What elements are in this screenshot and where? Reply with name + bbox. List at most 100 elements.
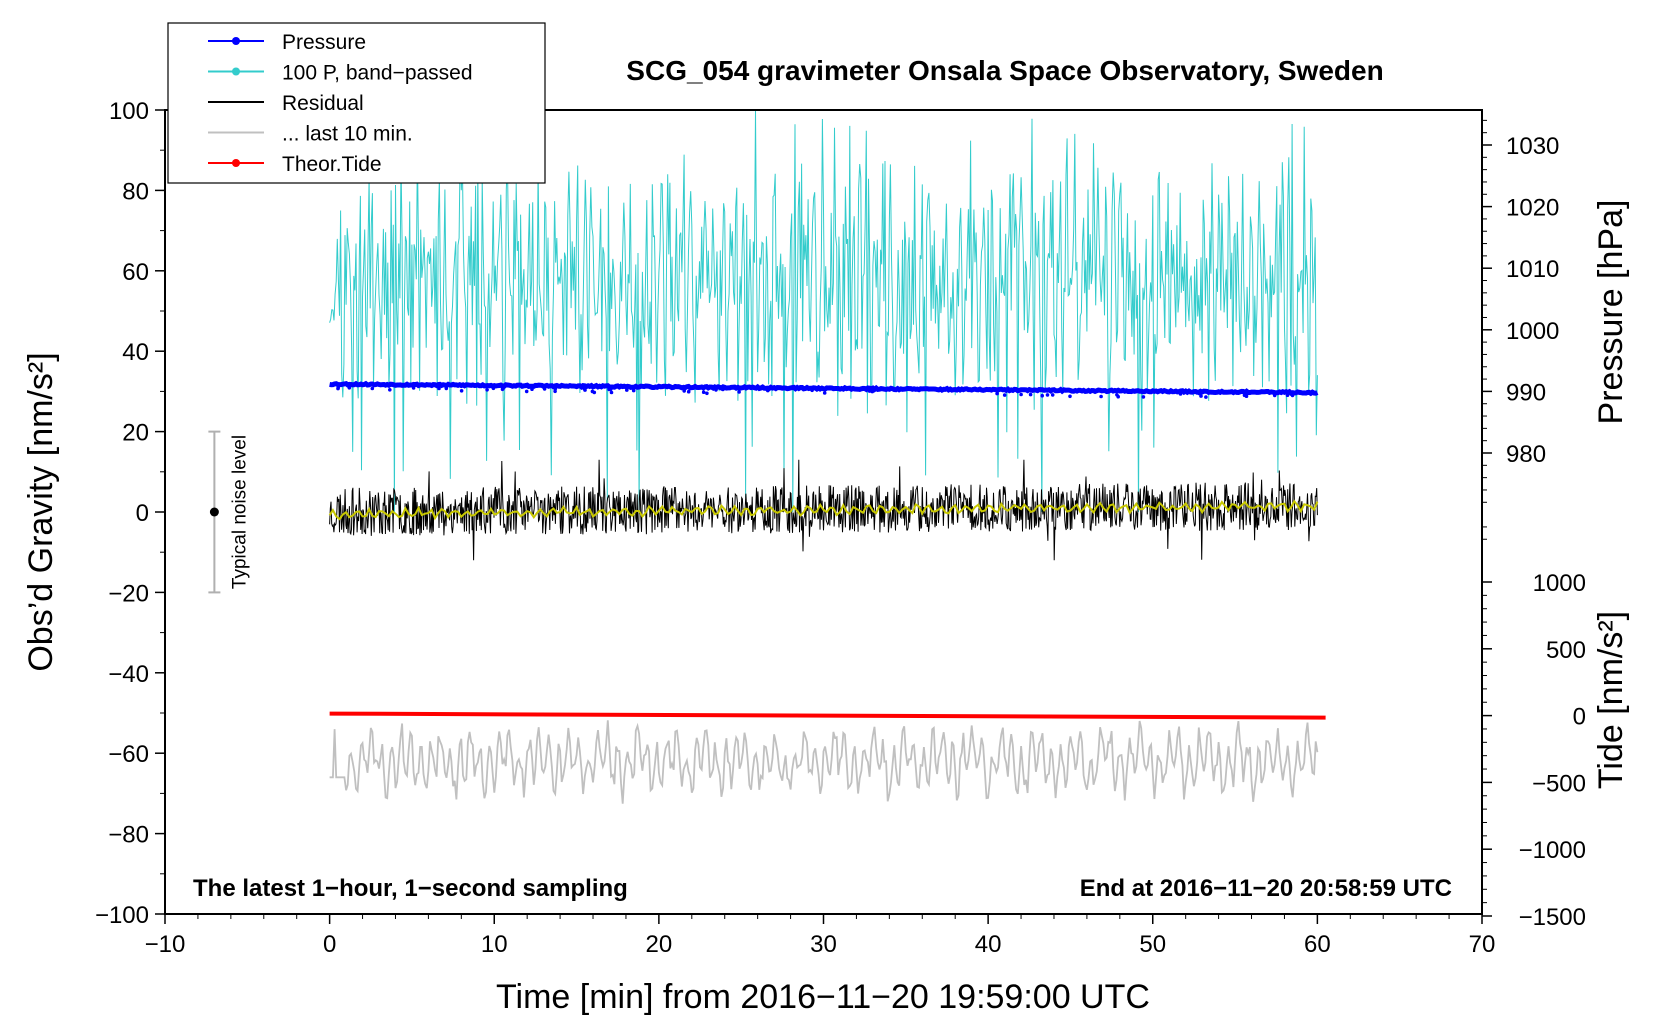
legend-entry: Theor.Tide <box>208 153 382 176</box>
pressure-point <box>686 389 691 394</box>
series-tide-line <box>329 711 1326 720</box>
legend-entry: Residual <box>208 92 364 115</box>
y-left-tick-label: −100 <box>95 902 149 929</box>
pressure-point <box>737 390 741 394</box>
pressure-point <box>1204 395 1208 399</box>
pressure-point <box>682 389 686 393</box>
pressure-point <box>1285 393 1290 398</box>
pressure-point <box>444 386 449 391</box>
pressure-point <box>530 387 534 392</box>
pressure-point <box>1115 393 1119 397</box>
legend-label: Pressure <box>282 31 366 54</box>
legend-label: Residual <box>282 92 364 115</box>
series-residual-smoothed-line <box>328 499 1319 521</box>
x-tick-label: 0 <box>323 931 336 958</box>
note-latest-hour: The latest 1−hour, 1−second sampling <box>193 875 628 902</box>
y-pressure-tick-label: 990 <box>1506 379 1546 406</box>
pressure-point <box>1272 393 1277 398</box>
pressure-point <box>524 389 529 394</box>
y-axis-pressure-title: Pressure [hPa] <box>1592 200 1630 425</box>
y-left-tick-label: 60 <box>122 259 149 286</box>
pressure-point <box>714 388 718 392</box>
y-left-tick-label: −60 <box>108 741 149 768</box>
pressure-point <box>1141 395 1146 399</box>
pressure-point <box>766 388 770 393</box>
y-tide-tick-label: −1500 <box>1519 904 1586 931</box>
pressure-point <box>810 388 814 393</box>
legend-swatch-marker <box>232 159 240 167</box>
pressure-point <box>411 386 416 390</box>
legend-label: Theor.Tide <box>282 153 382 176</box>
pressure-point <box>1040 393 1044 398</box>
pressure-point <box>609 390 614 395</box>
axes-layer: −10 0 10 20 30 40 50 60 70100806040200−20−40−60−… <box>95 98 1586 958</box>
pressure-point <box>1045 393 1050 397</box>
noise-indicator: Typical noise level <box>208 430 250 594</box>
y-pressure-tick-label: 980 <box>1506 441 1546 468</box>
y-axis-left-title-text: Obs’d Gravity [nm/s²] <box>22 352 60 671</box>
y-pressure-tick-label: 1000 <box>1506 318 1559 345</box>
pressure-point <box>1099 394 1103 399</box>
pressure-point <box>491 386 496 391</box>
pressure-point <box>822 391 827 395</box>
pressure-point <box>1290 393 1295 398</box>
pressure-point <box>870 389 875 394</box>
series-last10min-line <box>329 720 1319 804</box>
y-pressure-tick-label: 1020 <box>1506 195 1559 222</box>
pressure-point <box>1242 393 1247 398</box>
legend-swatch-marker <box>232 67 240 76</box>
pressure-point <box>1019 392 1023 397</box>
x-tick-label: −10 <box>145 931 186 958</box>
pressure-point <box>995 391 999 396</box>
noise-bar-center <box>209 507 219 517</box>
pressure-point <box>336 386 340 391</box>
pressure-point <box>590 389 595 394</box>
pressure-point <box>701 390 706 395</box>
x-tick-label: 40 <box>975 931 1002 958</box>
y-left-tick-label: −40 <box>108 661 149 688</box>
pressure-point <box>1002 393 1007 397</box>
pressure-point <box>721 387 725 392</box>
y-tide-tick-label: −1000 <box>1519 837 1586 864</box>
y-tide-tick-label: 500 <box>1546 637 1586 664</box>
x-tick-label: 20 <box>646 931 673 958</box>
pressure-point <box>459 389 464 393</box>
pressure-point <box>631 388 636 393</box>
series-layer <box>328 110 1326 804</box>
legend-entry: Pressure <box>208 31 366 54</box>
legend-entry: ... last 10 min. <box>208 123 413 146</box>
pressure-point <box>501 386 506 390</box>
chart-title: SCG_054 gravimeter Onsala Space Observat… <box>626 55 1383 86</box>
pressure-point <box>437 386 441 391</box>
legend-label: ... last 10 min. <box>282 123 413 146</box>
x-tick-label: 70 <box>1469 931 1496 958</box>
y-pressure-tick-label: 1010 <box>1506 256 1559 283</box>
y-tide-tick-label: 1000 <box>1533 570 1586 597</box>
y-left-tick-label: 100 <box>109 98 149 125</box>
pressure-point <box>1199 394 1203 398</box>
series-residual-line <box>329 459 1318 561</box>
pressure-point <box>705 391 709 396</box>
y-tide-tick-label: −500 <box>1532 770 1586 797</box>
pressure-point <box>388 388 392 392</box>
pressure-point <box>1050 393 1055 397</box>
x-tick-label: 10 <box>481 931 508 958</box>
pressure-point <box>625 388 629 392</box>
series-pressure-line <box>329 380 1319 397</box>
y-left-tick-label: −80 <box>108 822 149 849</box>
pressure-point <box>1178 392 1183 396</box>
y-left-tick-label: 20 <box>122 420 149 447</box>
legend-label: 100 P, band−passed <box>282 62 473 85</box>
pressure-point <box>1028 392 1033 397</box>
pressure-point <box>370 386 375 391</box>
legend-entry: 100 P, band−passed <box>208 62 473 85</box>
x-tick-label: 60 <box>1304 931 1331 958</box>
y-axis-tide-title: Tide [nm/s²] <box>1592 611 1630 789</box>
note-end-time: End at 2016−11−20 20:58:59 UTC <box>1080 875 1452 902</box>
pressure-point <box>582 386 586 391</box>
x-tick-label: 50 <box>1139 931 1166 958</box>
pressure-point <box>485 388 489 392</box>
y-left-tick-label: 80 <box>122 178 149 205</box>
y-pressure-tick-label: 1030 <box>1506 133 1559 160</box>
